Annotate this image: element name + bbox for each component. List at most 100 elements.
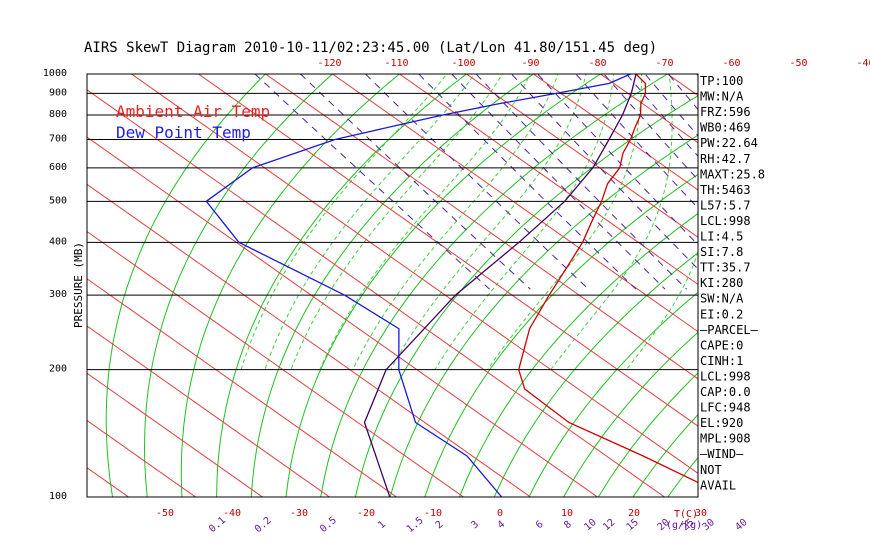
mixing-ratio-line xyxy=(451,74,666,290)
isotherm-line xyxy=(197,74,698,427)
dry-adiabat-line xyxy=(105,74,267,497)
mixing-ratio-line xyxy=(475,74,687,290)
moist-adiabat-line xyxy=(390,74,587,370)
mixing-ratio-line xyxy=(625,74,698,157)
top-temp-tick-label: -60 xyxy=(722,58,740,69)
top-temp-tick-label: -100 xyxy=(451,58,475,69)
pressure-tick-label: 800 xyxy=(49,109,67,120)
pressure-tick-label: 900 xyxy=(49,87,67,98)
stat-line: —WIND— xyxy=(700,447,744,461)
stat-line: TT:35.7 xyxy=(700,261,751,275)
stat-line: CINH:1 xyxy=(700,354,743,368)
dry-adiabat-line xyxy=(737,65,870,497)
grid-layer xyxy=(0,65,870,506)
legend: Ambient Air Temp Dew Point Temp xyxy=(116,102,270,142)
pressure-tick-label: 1000 xyxy=(43,68,67,79)
stat-line: FRZ:596 xyxy=(700,105,751,119)
dry-adiabat-line xyxy=(389,134,698,497)
stat-line: RH:42.7 xyxy=(700,152,751,166)
mixing-ratio-tick-label: 0.5 xyxy=(318,515,339,535)
isotherm-line xyxy=(666,74,698,97)
ambient-air-temp-trace xyxy=(518,74,698,484)
isotherm-line xyxy=(87,230,465,497)
stat-line: LCL:998 xyxy=(700,214,751,228)
mixing-ratio-line xyxy=(364,74,589,290)
isotherm-line xyxy=(87,372,264,497)
stat-line: MAXT:25.8 xyxy=(700,167,765,181)
stat-line: AVAIL xyxy=(700,478,736,492)
mixing-ratio-line xyxy=(770,65,870,289)
mixing-ratio-line xyxy=(254,74,490,290)
chart-title: AIRS SkewT Diagram 2010-10-11/02:23:45.0… xyxy=(84,40,657,56)
dry-adiabat-line xyxy=(285,74,602,497)
top-temp-tick-label: -110 xyxy=(384,58,408,69)
dry-adiabat-line xyxy=(143,74,334,497)
legend-ambient-air-temp: Ambient Air Temp xyxy=(116,102,270,121)
temperature-unit-label: T(C) xyxy=(674,509,698,520)
isotherm-line xyxy=(87,325,331,497)
moist-adiabat-line xyxy=(319,74,531,370)
mixing-ratio-line xyxy=(299,74,531,290)
mixing-ratio-line xyxy=(510,74,698,270)
y-axis-label: PRESSURE (MB) xyxy=(72,242,85,328)
pressure-axis: 100 200 300 400 500 600 700 800 900 1000 xyxy=(43,68,67,502)
stat-line: NOT xyxy=(700,463,722,477)
isotherm-line xyxy=(398,74,698,286)
mixing-ratio-line xyxy=(536,74,698,246)
isotherm-line xyxy=(0,65,75,506)
mixing-ratio-tick-label: 6 xyxy=(534,519,546,531)
stat-line: LI:4.5 xyxy=(700,230,743,244)
mixing-ratio-tick-label: 4 xyxy=(496,519,508,531)
dry-adiabat-line xyxy=(528,291,698,497)
top-temp-tick-label: -70 xyxy=(655,58,673,69)
pressure-tick-label: 100 xyxy=(49,491,67,502)
moist-adiabat-line xyxy=(290,74,503,370)
mixing-ratio-tick-label: 10 xyxy=(582,517,598,533)
mixing-ratio-lines xyxy=(254,65,870,290)
dry-adiabat-line xyxy=(424,173,698,497)
bottom-temp-tick-label: 30 xyxy=(695,508,707,519)
stat-line: CAP:0.0 xyxy=(700,385,751,399)
isotherms xyxy=(0,65,870,506)
stat-line: MW:N/A xyxy=(700,90,744,104)
stat-line: EI:0.2 xyxy=(700,307,743,321)
top-temp-tick-label: -120 xyxy=(317,58,341,69)
isotherm-line xyxy=(264,74,698,380)
stat-line: CAPE:0 xyxy=(700,338,743,352)
isotherm-line xyxy=(331,74,698,333)
stat-line: MPL:908 xyxy=(700,432,751,446)
isotherm-line xyxy=(465,74,698,238)
pressure-tick-label: 200 xyxy=(49,364,67,375)
moist-adiabat-line xyxy=(775,65,870,370)
mixing-ratio-axis: 0.1 0.2 0.5 1 1.5 2 3 4 6 8 10 12 15 20 25 30 40(g/kg) xyxy=(207,515,750,535)
mixing-ratio-tick-label: 15 xyxy=(625,517,641,533)
mixing-ratio-tick-label: 3 xyxy=(469,519,481,531)
isotherm-line xyxy=(130,74,698,475)
stat-line: EL:920 xyxy=(700,416,743,430)
stat-line: —PARCEL— xyxy=(700,323,759,337)
moist-adiabat-line xyxy=(240,74,448,370)
isotherm-line xyxy=(87,278,398,497)
isotherm-line xyxy=(87,89,666,497)
plot-frame xyxy=(86,73,699,498)
moist-adiabat-line xyxy=(487,74,642,370)
isotherm-line xyxy=(599,74,698,144)
isotherm-line xyxy=(856,65,870,506)
top-temp-tick-label: -50 xyxy=(789,58,807,69)
mixing-ratio-tick-label: 1.5 xyxy=(405,515,426,535)
mixing-ratio-tick-label: 12 xyxy=(601,517,617,533)
top-temp-tick-label: -40 xyxy=(856,58,870,69)
stat-line: SW:N/A xyxy=(700,292,744,306)
stat-line: PW:22.64 xyxy=(700,136,758,150)
mixing-ratio-unit-label: (g/kg) xyxy=(666,520,702,531)
mixing-ratio-line xyxy=(418,74,637,290)
isotherm-line xyxy=(87,419,197,497)
stat-line: TH:5463 xyxy=(700,183,751,197)
mixing-ratio-tick-label: 8 xyxy=(562,519,574,531)
mixing-ratio-tick-label: 0.2 xyxy=(253,515,274,535)
top-temp-tick-label: -80 xyxy=(588,58,606,69)
stat-line: L57:5.7 xyxy=(700,198,751,212)
stat-line: SI:7.8 xyxy=(700,245,743,259)
